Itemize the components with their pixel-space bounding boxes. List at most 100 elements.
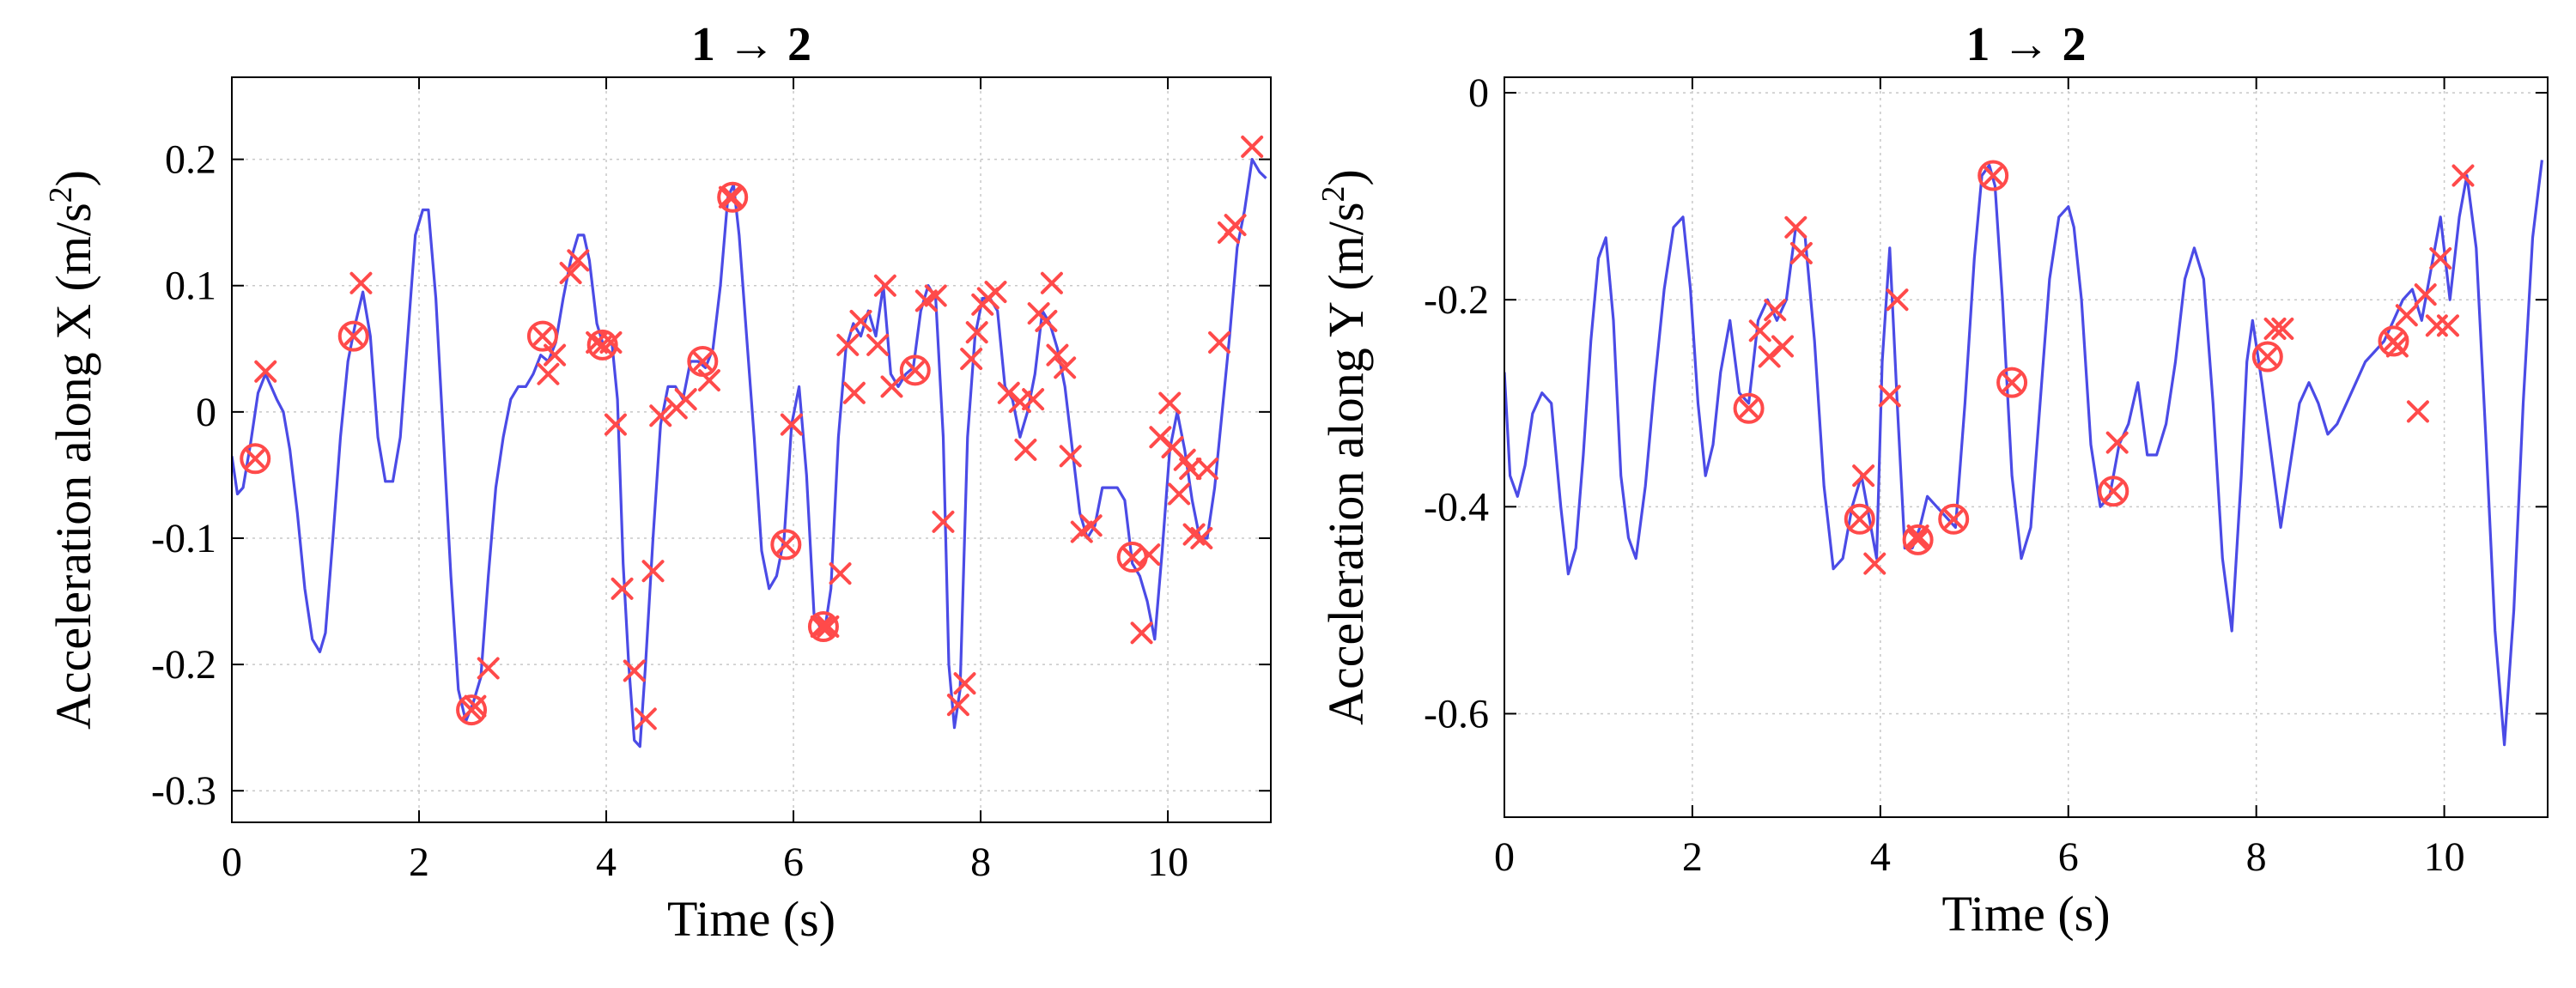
cross-marker [1130,621,1153,645]
cross-marker [1079,514,1103,537]
cross-marker [634,707,657,730]
cross-stroke [1224,214,1247,237]
circle-ring [770,529,802,561]
cross-stroke [866,333,890,356]
cross-marker [1190,526,1213,549]
cross-stroke [1022,388,1045,411]
cross-marker [349,271,373,294]
cross-marker [1886,288,1909,312]
cross-stroke [1130,621,1153,645]
cross-stroke [997,381,1020,404]
cross-marker [604,413,627,436]
cross-marker [1158,391,1182,415]
x-tick-label: 2 [1682,834,1703,880]
cross-marker [623,659,646,682]
cross-stroke [1863,552,1886,575]
cross-marker [537,362,560,385]
cross-stroke [1179,458,1202,481]
cross-stroke [1195,458,1218,481]
cross-marker [1059,445,1082,468]
cross-marker [718,185,741,209]
circle-marker [1996,367,2028,398]
cross-stroke [1878,385,1901,408]
y-axis-label-main: Acceleration along Y (m/s [1318,203,1374,725]
cross-stroke [1886,288,1909,312]
cross-stroke [477,657,500,680]
cross-marker [1241,135,1264,158]
circle-marker [586,329,618,361]
circle-marker [1938,503,1970,535]
series-line [1504,160,2543,747]
cross-stroke [849,309,872,332]
circle-ring [240,443,271,475]
cross-stroke [813,616,833,636]
cross-marker [1022,388,1045,411]
cross-stroke [349,271,373,294]
circle-marker [687,346,719,378]
circle-marker [807,610,839,642]
y-tick-label: 0 [196,390,216,435]
cross-marker [1758,345,1781,368]
cross-stroke [2436,314,2459,337]
cross-stroke [953,672,976,695]
cross-marker [1208,330,1231,354]
circle-ring [899,355,931,386]
x-tick-label: 4 [596,839,617,885]
cross-stroke [924,284,947,307]
x-tick-label: 0 [222,839,242,885]
cross-marker [1040,271,1063,294]
cross-stroke [946,694,969,717]
cross-stroke [1168,482,1191,506]
cross-stroke [1122,548,1142,567]
cross-stroke [2384,331,2403,351]
cross-marker [2429,246,2452,270]
circle-marker [456,694,488,726]
cross-stroke [965,321,988,344]
y-tick-label: -0.2 [151,642,216,688]
cross-marker [1852,464,1875,488]
cross-marker [880,375,903,398]
cross-stroke [2105,431,2129,454]
plot-frame [231,76,1272,823]
cross-marker [1014,439,1037,461]
cross-marker [873,274,896,297]
cross-stroke [532,326,552,346]
y-tick-label: -0.4 [1424,484,1489,530]
cross-stroke [1059,445,1082,468]
cross-stroke [1190,526,1213,549]
circle-marker [2251,341,2283,373]
cross-stroke [1758,345,1781,368]
cross-stroke [1771,335,1794,358]
cross-stroke [776,535,796,555]
cross-stroke [1984,166,2003,185]
cross-stroke [905,361,925,380]
cross-stroke [2002,373,2022,392]
circle-marker [2378,325,2409,357]
cross-stroke [246,449,265,469]
x-axis-label: Time (s) [667,891,835,947]
circle-ring [2378,325,2409,357]
cross-stroke [1008,391,1031,414]
cross-stroke [1079,514,1103,537]
cross-marker [1878,385,1901,408]
cross-stroke [873,274,896,297]
cross-marker [780,413,803,436]
cross-marker [1784,215,1807,239]
circle-ring [1733,392,1765,424]
cross-stroke [1852,464,1875,488]
cross-stroke [842,381,866,404]
cross-stroke [1182,523,1206,546]
cross-stroke [1054,356,1077,379]
cross-stroke [2104,482,2123,501]
cross-stroke [1764,299,1787,322]
series-line [232,158,1267,749]
chart-title: 1 → 2 [691,18,811,71]
y-axis-label: Acceleration along Y (m/s2) [1315,169,1374,725]
right-panel: 0 2 4 6 8 10 -0.6 -0.4 -0.2 0 1 → 2 Time (s) Acceler… [1315,18,2549,942]
cross-marker [2395,304,2418,327]
cross-stroke [2263,317,2287,340]
cross-marker [953,672,976,695]
circle-marker [1844,503,1875,535]
cross-stroke [611,577,634,600]
